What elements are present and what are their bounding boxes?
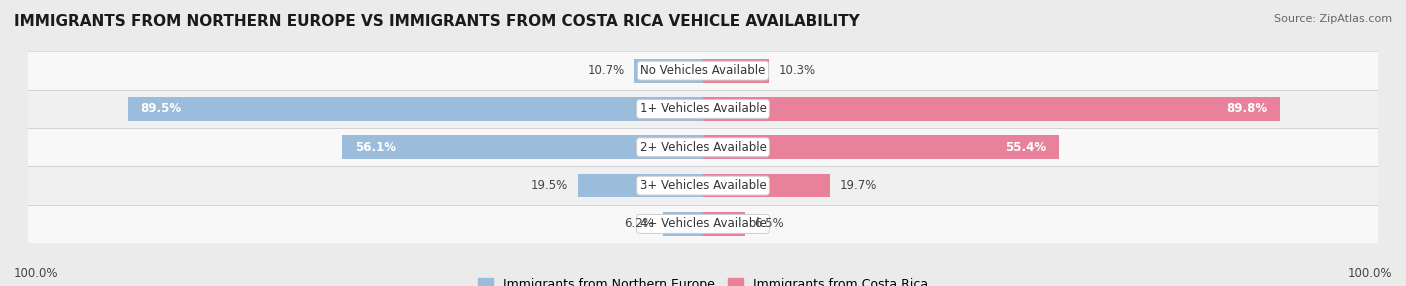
Text: 55.4%: 55.4% — [1005, 141, 1046, 154]
Text: 19.5%: 19.5% — [531, 179, 568, 192]
Bar — [28, 90, 1378, 128]
Text: 6.2%: 6.2% — [624, 217, 654, 231]
Text: 19.7%: 19.7% — [839, 179, 876, 192]
Text: 3+ Vehicles Available: 3+ Vehicles Available — [640, 179, 766, 192]
Text: 89.8%: 89.8% — [1226, 102, 1267, 116]
Text: IMMIGRANTS FROM NORTHERN EUROPE VS IMMIGRANTS FROM COSTA RICA VEHICLE AVAILABILI: IMMIGRANTS FROM NORTHERN EUROPE VS IMMIG… — [14, 14, 860, 29]
Bar — [578, 174, 703, 198]
Bar — [28, 166, 1378, 205]
Text: 1+ Vehicles Available: 1+ Vehicles Available — [640, 102, 766, 116]
Text: 56.1%: 56.1% — [356, 141, 396, 154]
Bar — [28, 51, 1378, 90]
Bar — [28, 205, 1378, 243]
Text: 2+ Vehicles Available: 2+ Vehicles Available — [640, 141, 766, 154]
Bar — [703, 97, 1281, 121]
Text: No Vehicles Available: No Vehicles Available — [640, 64, 766, 77]
Bar — [343, 135, 703, 159]
Text: 4+ Vehicles Available: 4+ Vehicles Available — [640, 217, 766, 231]
Bar — [703, 212, 745, 236]
Text: Source: ZipAtlas.com: Source: ZipAtlas.com — [1274, 14, 1392, 24]
Text: 10.7%: 10.7% — [588, 64, 624, 77]
Legend: Immigrants from Northern Europe, Immigrants from Costa Rica: Immigrants from Northern Europe, Immigra… — [478, 277, 928, 286]
Text: 100.0%: 100.0% — [1347, 267, 1392, 280]
Bar — [664, 212, 703, 236]
Bar — [634, 59, 703, 83]
Text: 10.3%: 10.3% — [779, 64, 815, 77]
Bar — [703, 174, 830, 198]
Text: 6.5%: 6.5% — [755, 217, 785, 231]
Bar — [128, 97, 703, 121]
Bar — [703, 59, 769, 83]
Text: 89.5%: 89.5% — [141, 102, 181, 116]
Bar — [28, 128, 1378, 166]
Bar — [703, 135, 1059, 159]
Text: 100.0%: 100.0% — [14, 267, 59, 280]
